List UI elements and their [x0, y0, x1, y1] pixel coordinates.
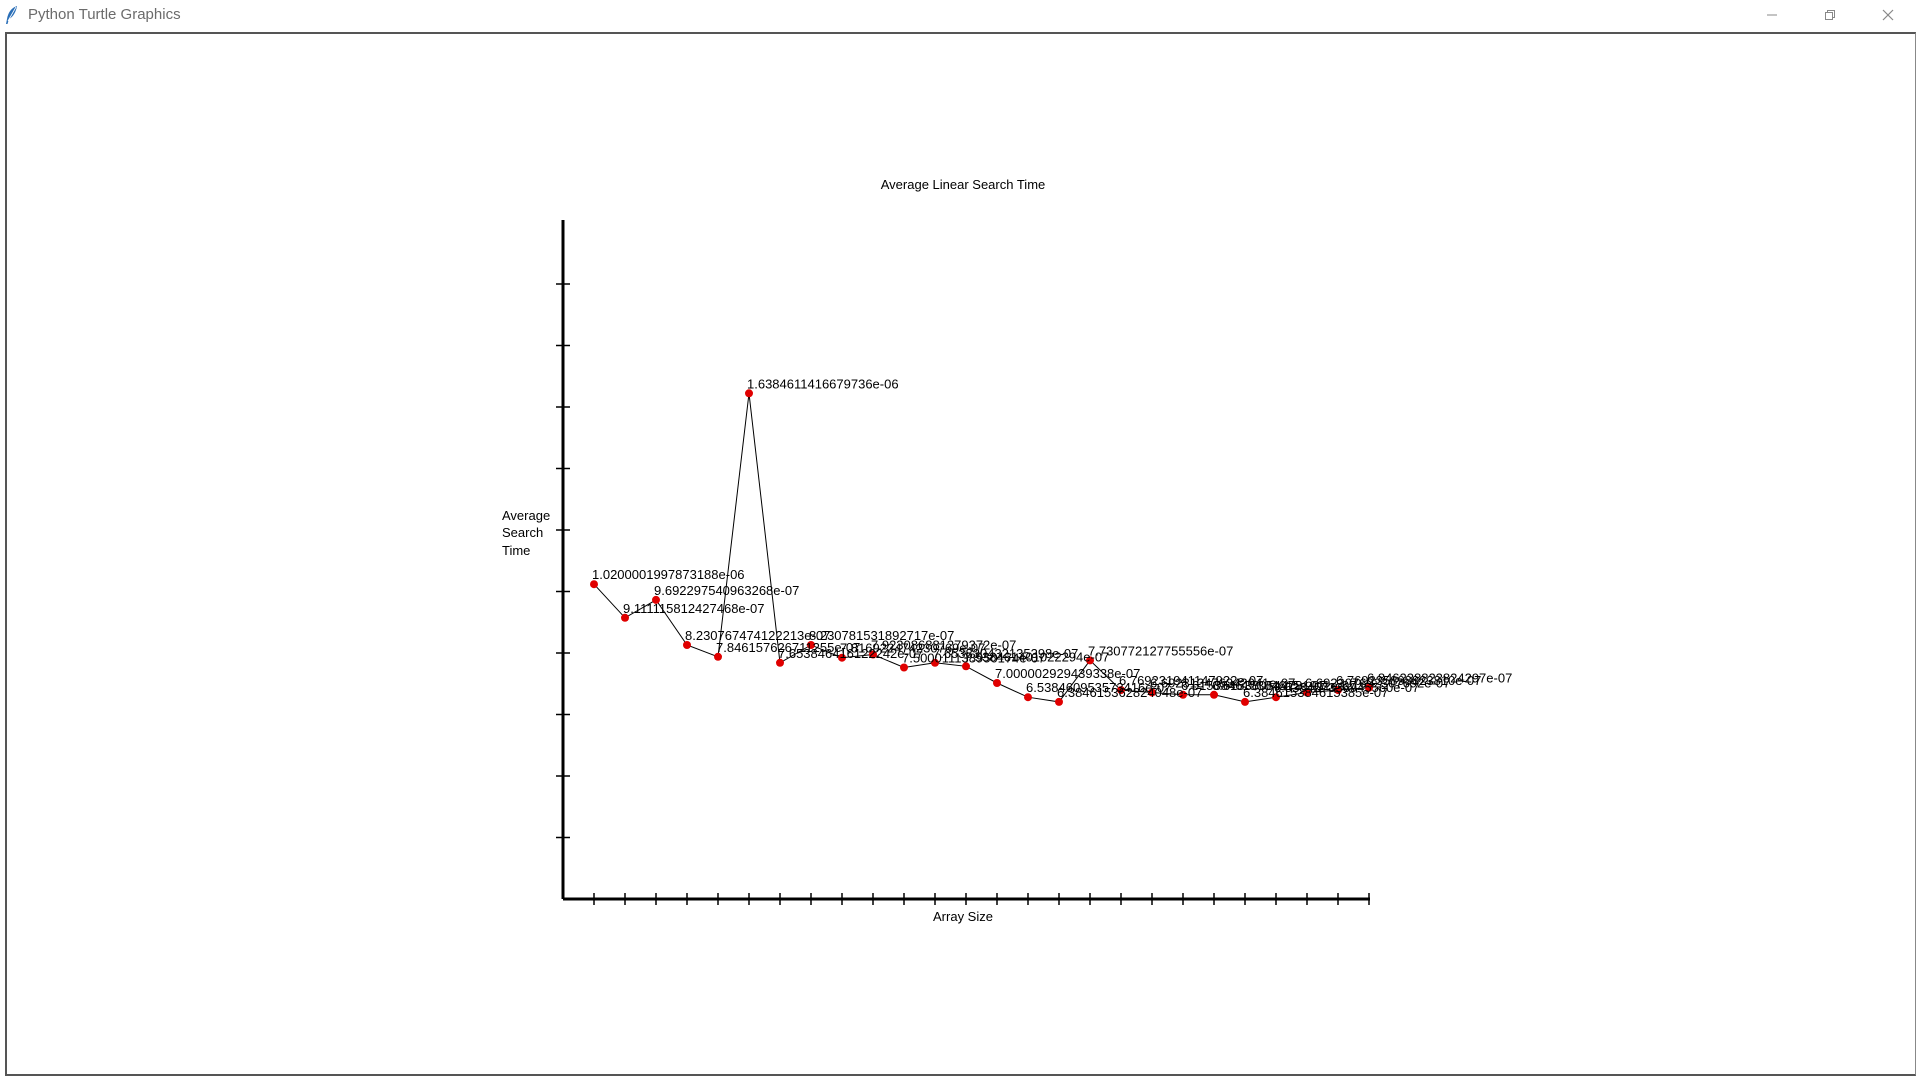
data-point	[1334, 686, 1342, 695]
minimize-button[interactable]	[1743, 0, 1801, 30]
data-label: 7.653846416122242e-07	[778, 646, 923, 661]
data-label: 6.384615362824048e-07	[1057, 685, 1202, 700]
data-point	[1055, 697, 1063, 706]
data-point	[869, 650, 877, 659]
data-point	[838, 653, 846, 662]
data-label: 6.846238823824297e-07	[1367, 671, 1512, 686]
data-label: 6.615384615384615e-07	[1181, 678, 1326, 693]
y-axis-label-line-2: Search	[502, 525, 543, 540]
data-point	[1179, 690, 1187, 699]
data-label: 7.538461401022294e-07	[964, 649, 1109, 664]
data-point	[621, 613, 629, 622]
turtle-canvas	[5, 32, 1916, 1076]
data-label: 7.500011138950174e-07	[902, 651, 1045, 666]
y-ticks	[556, 283, 570, 839]
y-axis-label-line-1: Average	[502, 508, 550, 523]
data-point	[900, 663, 908, 672]
chart-title: Average Linear Search Time	[881, 177, 1046, 192]
restore-icon	[1825, 10, 1835, 20]
data-point	[931, 658, 939, 667]
data-point	[1024, 693, 1032, 702]
data-label: 1.6384611416679736e-06	[747, 376, 899, 391]
data-point	[1086, 656, 1094, 665]
data-label: 6.384615384615385e-07	[1243, 685, 1388, 700]
data-label: 7.730772127755556e-07	[1088, 643, 1233, 658]
data-label: 7.923086881279372e-07	[871, 638, 1016, 653]
data-point	[1272, 693, 1280, 702]
y-axis-label-line-3: Time	[502, 543, 530, 558]
data-point	[807, 641, 815, 649]
data-point	[1148, 688, 1156, 697]
maximize-button[interactable]	[1801, 0, 1859, 30]
data-label: 6.769235898823810e-07	[1336, 673, 1481, 688]
close-icon	[1882, 9, 1894, 21]
data-label: 6.538457336945560e-07	[1274, 680, 1419, 695]
data-point	[776, 658, 784, 667]
data-point	[1241, 697, 1249, 706]
data-point	[1303, 688, 1311, 697]
data-label: 9.111115812427468e-07	[623, 601, 764, 616]
data-point	[714, 652, 722, 661]
data-point	[1210, 690, 1218, 699]
data-label: 8.230767474122213e-07	[685, 628, 830, 643]
data-label: 6.769231941147922e-07	[1119, 673, 1263, 688]
data-label: 7.816922474230769e-07	[840, 641, 985, 656]
data-label: 7.653830432135398e-07	[933, 646, 1078, 661]
close-button[interactable]	[1859, 0, 1917, 30]
x-ticks	[593, 893, 1370, 905]
data-point	[683, 641, 691, 649]
data-point	[962, 662, 970, 671]
data-label: 6.692313476342041e-07	[1150, 676, 1295, 691]
data-point	[745, 389, 753, 398]
feather-icon	[4, 5, 20, 25]
data-labels: 1.0200001997873188e-06 9.111115812427468e…	[592, 376, 1512, 700]
data-point	[652, 595, 660, 604]
data-label: 6.538460953573416e-07	[1026, 680, 1171, 695]
x-axis-label: Array Size	[933, 909, 993, 924]
data-point	[590, 580, 598, 589]
data-points	[590, 389, 1373, 706]
data-label: 7.000002929439338e-07	[995, 666, 1140, 681]
data-label: 6.615380544781911e-07	[1212, 678, 1356, 693]
data-label: 7.846157626711255e-07	[716, 640, 860, 655]
series-line	[593, 393, 1370, 703]
window-title: Python Turtle Graphics	[28, 6, 181, 23]
data-label: 1.0200001997873188e-06	[592, 567, 745, 582]
data-label: 6.692307692307692e-07	[1305, 676, 1450, 691]
title-bar[interactable]: Python Turtle Graphics	[0, 0, 1921, 30]
data-label: 9.692297540963268e-07	[654, 583, 799, 598]
data-point	[1365, 683, 1373, 692]
data-point	[1117, 686, 1125, 695]
data-label: 8.230781531892717e-07	[809, 628, 954, 643]
minimize-icon	[1767, 14, 1777, 16]
data-point	[993, 679, 1001, 687]
